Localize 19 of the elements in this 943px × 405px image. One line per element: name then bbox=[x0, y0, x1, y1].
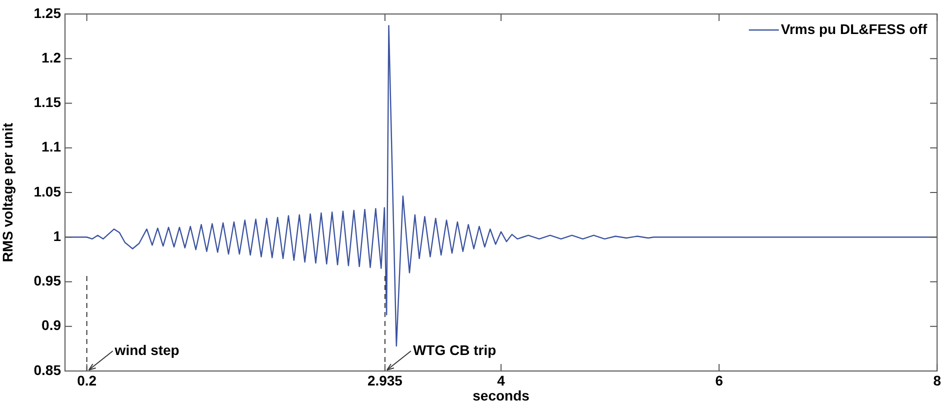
x-tick-label: 6 bbox=[715, 372, 724, 388]
x-tick-label: 8 bbox=[933, 372, 942, 388]
x-axis-title: seconds bbox=[472, 387, 530, 404]
y-tick-label: 1.2 bbox=[42, 49, 62, 66]
y-tick-label: 1.15 bbox=[34, 94, 62, 110]
x-tick-label: 0.2 bbox=[77, 372, 97, 388]
y-tick-label: 1.1 bbox=[42, 138, 62, 155]
y-tick-label: 0.9 bbox=[42, 317, 62, 334]
y-tick-label: 0.85 bbox=[34, 362, 62, 378]
legend-label: Vrms pu DL&FESS off bbox=[780, 20, 928, 37]
y-tick-label: 1 bbox=[53, 228, 62, 244]
ref-line-label: wind step bbox=[114, 342, 180, 358]
x-tick-label: 4 bbox=[497, 372, 506, 388]
y-tick-label: 1.05 bbox=[34, 183, 62, 200]
y-tick-label: 0.95 bbox=[34, 272, 62, 289]
y-tick-label: 1.25 bbox=[34, 4, 62, 21]
ref-line-label: WTG CB trip bbox=[412, 342, 496, 358]
y-axis-title: RMS voltage per unit bbox=[0, 122, 16, 262]
x-tick-label: 2.935 bbox=[367, 372, 403, 388]
